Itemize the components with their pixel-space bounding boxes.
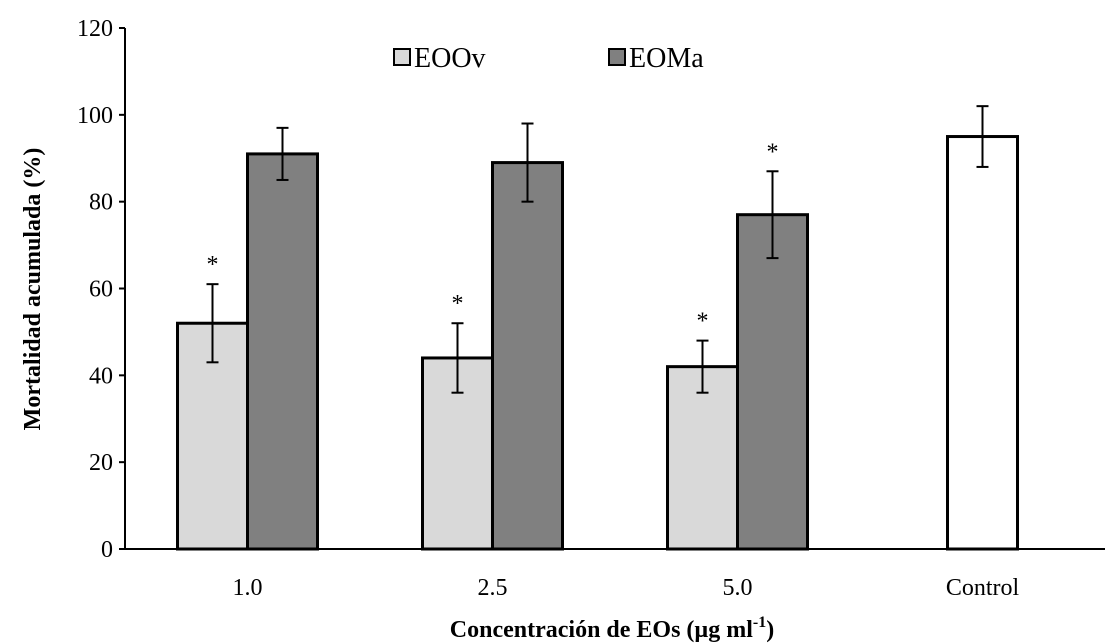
y-tick-label: 0 — [101, 537, 113, 563]
y-tick-label: 120 — [77, 16, 113, 42]
bar-eoma-0 — [246, 152, 319, 551]
bar-eoma-1 — [491, 161, 564, 551]
bar-control-3 — [946, 135, 1019, 551]
bar-eoma-2 — [736, 213, 809, 551]
bar-eoov-2 — [666, 365, 739, 551]
significance-asterisk: * — [207, 252, 219, 278]
bars — [176, 135, 1019, 551]
x-tick-label: Control — [946, 575, 1020, 601]
y-tick-label: 100 — [77, 103, 113, 129]
y-tick-label: 80 — [89, 190, 113, 216]
significance-asterisk: * — [767, 139, 779, 165]
y-tick-label: 60 — [89, 277, 113, 303]
x-axis-title-suffix: ) — [766, 617, 774, 643]
y-tick-label: 20 — [89, 450, 113, 476]
legend-label-eoov: EOOv — [414, 43, 486, 74]
legend-label-eoma: EOMa — [629, 43, 704, 74]
y-axis-title: Mortalidad acumulada (%) — [20, 148, 46, 431]
significance-asterisk: * — [697, 309, 709, 335]
error-bars — [206, 105, 989, 394]
x-axis-title: Concentración de EOs (µg ml-1) — [450, 614, 774, 643]
x-axis-title-superscript: -1 — [753, 614, 766, 631]
x-tick-label: 2.5 — [478, 575, 508, 601]
legend-swatch-eoov — [393, 48, 411, 66]
legend: EOOv EOMa — [393, 43, 704, 74]
x-axis-tick-labels: 1.0 2.5 5.0 Control — [233, 575, 1020, 601]
significance-marks: * * * * — [207, 139, 779, 334]
x-tick-label: 1.0 — [233, 575, 263, 601]
x-tick-label: 5.0 — [723, 575, 753, 601]
x-axis-title-main: Concentración de EOs (µg ml — [450, 617, 753, 643]
legend-swatch-eoma — [608, 48, 626, 66]
significance-asterisk: * — [452, 291, 464, 317]
y-tick-label: 40 — [89, 363, 113, 389]
y-axis-ticks: 0 20 40 60 80 100 120 — [77, 16, 125, 563]
